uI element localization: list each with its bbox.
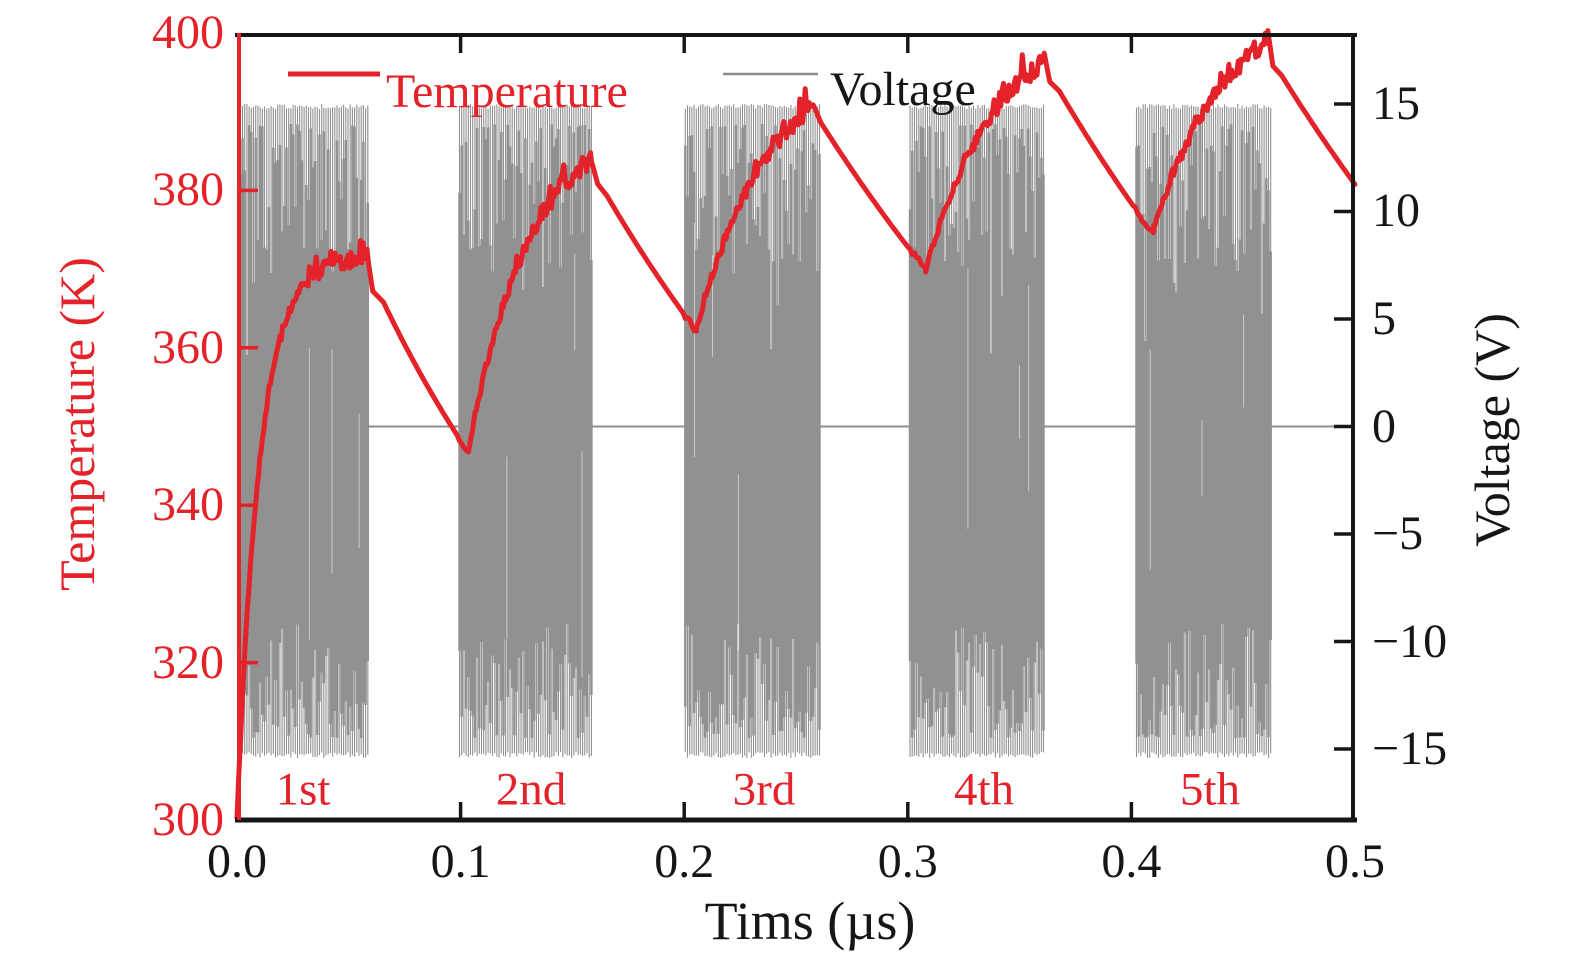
voltage-burst-solid bbox=[1135, 124, 1272, 738]
temperature-curve bbox=[234, 28, 1358, 821]
voltage-burst-fringe bbox=[458, 104, 592, 758]
legend-temperature-label: Temperature bbox=[386, 65, 628, 118]
voltage-burst-solid bbox=[458, 124, 593, 738]
x-tick-label: 0.5 bbox=[1325, 835, 1385, 888]
voltage-bursts bbox=[236, 104, 1272, 758]
y-right-tick-label: 0 bbox=[1372, 399, 1396, 453]
y-left-tick-label: 400 bbox=[152, 6, 224, 59]
x-tick-label: 0.3 bbox=[877, 835, 938, 888]
pulse-label-2nd: 2nd bbox=[495, 763, 567, 816]
pulse-label-3rd: 3rd bbox=[732, 763, 796, 816]
y-right-tick-label: −5 bbox=[1372, 507, 1424, 560]
axis-ticks bbox=[241, 37, 1351, 818]
y-left-tick-label: 300 bbox=[152, 793, 224, 846]
y-right-tick-label: −10 bbox=[1372, 614, 1448, 668]
x-tick-label: 0.2 bbox=[654, 835, 715, 888]
plot-frame bbox=[235, 33, 1357, 823]
x-tick-label: 0.0 bbox=[207, 835, 267, 888]
x-tick-label: 0.4 bbox=[1101, 835, 1162, 888]
voltage-burst-seam bbox=[967, 268, 1030, 529]
voltage-burst-fringe bbox=[909, 104, 1045, 758]
voltage-burst-solid bbox=[684, 124, 821, 738]
y-left-tick-label: 320 bbox=[152, 635, 224, 689]
right-axis-title: Voltage (V) bbox=[1464, 313, 1520, 547]
x-axis-title: Tims (µs) bbox=[704, 891, 916, 951]
y-left-tick-label: 360 bbox=[152, 320, 224, 374]
y-right-tick-label: −15 bbox=[1372, 722, 1448, 776]
voltage-burst-seam bbox=[1149, 314, 1245, 570]
legend-voltage-label: Voltage bbox=[830, 63, 976, 116]
y-right-tick-label: 10 bbox=[1372, 184, 1420, 238]
y-right-tick-label: 5 bbox=[1372, 291, 1396, 345]
x-tick-label: 0.1 bbox=[430, 835, 491, 888]
y-left-tick-label: 380 bbox=[152, 163, 224, 217]
voltage-burst-seam bbox=[506, 253, 583, 678]
voltage-burst-solid bbox=[908, 124, 1045, 738]
left-axis-title: Temperature (K) bbox=[49, 257, 105, 591]
pulse-label-5th: 5th bbox=[1179, 763, 1241, 816]
y-left-tick-label: 340 bbox=[152, 478, 224, 532]
y-right-tick-label: 15 bbox=[1372, 76, 1420, 130]
voltage-burst-fringe bbox=[1135, 104, 1272, 758]
pulse-label-1st: 1st bbox=[275, 763, 331, 816]
voltage-burst-seam bbox=[308, 347, 360, 640]
pulse-label-4th: 4th bbox=[953, 763, 1015, 816]
